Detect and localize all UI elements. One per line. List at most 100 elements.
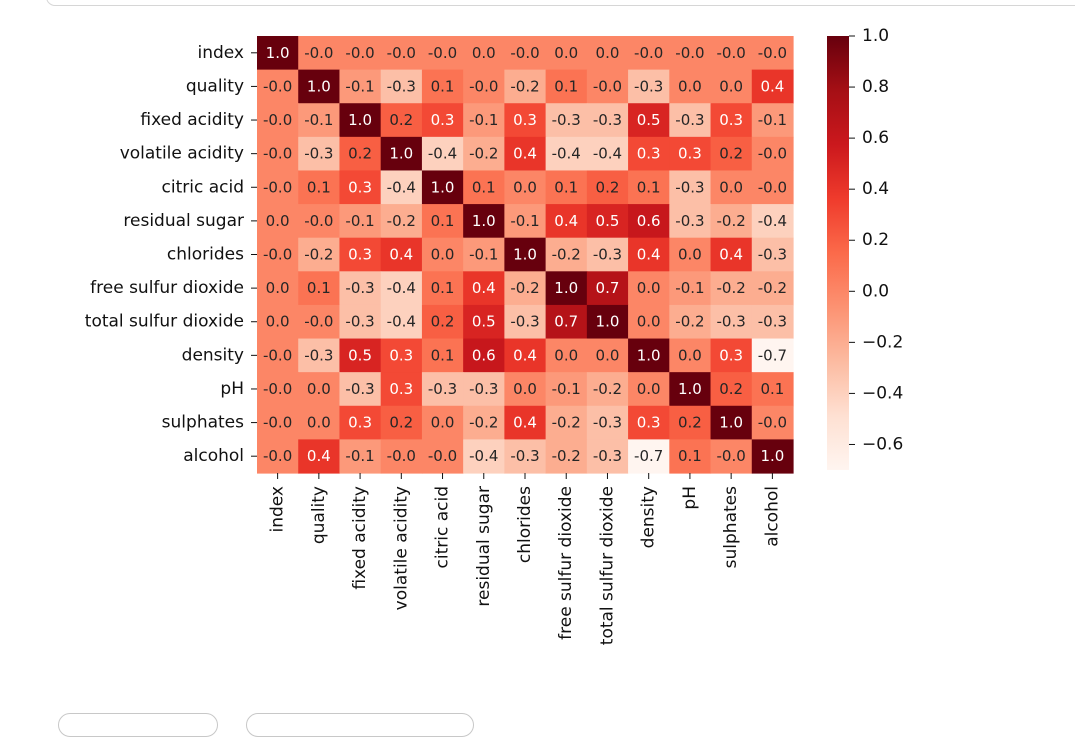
heatmap-cell (710, 372, 753, 407)
heatmap-cell-value: 0.4 (554, 212, 578, 230)
heatmap-cell (586, 204, 629, 239)
heatmap-cell-value: 0.2 (389, 111, 413, 129)
heatmap-cell-value: -0.4 (387, 178, 416, 196)
heatmap-cell (463, 271, 505, 306)
heatmap-cell (257, 36, 299, 71)
heatmap-cell (421, 170, 464, 205)
heatmap-cell-value: 0.3 (719, 111, 743, 129)
y-tick-label: chlorides (167, 245, 244, 265)
heatmap-cell (504, 372, 547, 407)
heatmap-cell (751, 237, 794, 272)
heatmap-cells: 1.0 -0.0 -0.0 -0.0 -0.0 0.0 -0.0 0.0 0.0 -0.0 -0.0… (257, 36, 794, 474)
y-tick-label: sulphates (162, 413, 244, 433)
heatmap-cell (421, 372, 464, 407)
heatmap-cell (339, 271, 382, 306)
colorbar-tick-label: −0.6 (862, 434, 903, 454)
heatmap-cell (669, 304, 712, 340)
heatmap-cell-value: 0.2 (678, 414, 702, 432)
cell-action-button[interactable] (58, 713, 218, 737)
heatmap-cell (751, 338, 794, 373)
heatmap-cell-value: 0.0 (266, 212, 290, 230)
heatmap-cell-value: 1.0 (637, 346, 661, 364)
heatmap-cell-value: 0.0 (266, 313, 290, 331)
y-tick-label: residual sugar (123, 211, 244, 231)
heatmap-cell (586, 405, 629, 440)
x-tick-label: volatile acidity (391, 486, 411, 610)
heatmap-cell (751, 103, 794, 138)
heatmap-cell-value: 1.0 (348, 111, 372, 129)
heatmap-cell (298, 36, 341, 71)
heatmap-cell-value: 0.0 (678, 246, 702, 264)
heatmap-cell-value: -0.2 (552, 414, 581, 432)
y-tick-label: volatile acidity (120, 144, 244, 164)
colorbar-tick-label: −0.4 (862, 383, 903, 403)
heatmap-cell-value: -0.3 (345, 279, 374, 297)
colorbar-tick-label: 0.2 (862, 230, 889, 250)
heatmap-cell (421, 69, 464, 104)
cell-action-button[interactable] (246, 713, 474, 737)
heatmap-cell-value: -0.3 (428, 380, 457, 398)
heatmap-cell-value: -0.0 (304, 212, 333, 230)
heatmap-cell-value: 0.3 (389, 346, 413, 364)
heatmap-cell-value: -0.4 (387, 313, 416, 331)
heatmap-cell (298, 237, 341, 272)
heatmap-cell (257, 69, 299, 104)
heatmap-cell (339, 372, 382, 407)
heatmap-cell (628, 439, 670, 474)
heatmap-cell-value: 0.1 (307, 178, 331, 196)
heatmap-cell-value: -0.2 (758, 279, 787, 297)
heatmap-cell (545, 439, 588, 474)
x-tick-label: residual sugar (474, 486, 494, 607)
heatmap-cell-value: 0.4 (637, 246, 661, 264)
heatmap-cell-value: 0.0 (678, 346, 702, 364)
heatmap-cell (421, 136, 464, 172)
heatmap-cell-value: -0.3 (304, 346, 333, 364)
heatmap-cell-value: 0.3 (678, 145, 702, 163)
heatmap-cell-value: -0.3 (345, 313, 374, 331)
heatmap-cell-value: 0.2 (389, 414, 413, 432)
heatmap-cell (339, 237, 382, 272)
heatmap-cell (339, 170, 382, 205)
heatmap-cell-value: -0.0 (345, 44, 374, 62)
heatmap-cell (628, 204, 670, 239)
heatmap-cell (545, 338, 588, 373)
heatmap-cell (628, 237, 670, 272)
heatmap-cell (669, 405, 712, 440)
x-tick-label: alcohol (762, 486, 782, 547)
heatmap-cell-value: -0.1 (552, 380, 581, 398)
heatmap-cell-value: 0.0 (554, 346, 578, 364)
heatmap-cell (628, 103, 670, 138)
heatmap-cell-value: 0.4 (307, 447, 331, 465)
heatmap-cell (628, 338, 670, 373)
heatmap-cell-value: -0.3 (758, 313, 787, 331)
heatmap-cell-value: 0.1 (431, 212, 455, 230)
heatmap-cell (710, 271, 753, 306)
heatmap-cell (751, 170, 794, 205)
heatmap-cell (463, 204, 505, 239)
heatmap-cell-value: -0.2 (717, 212, 746, 230)
heatmap-cell (463, 103, 505, 138)
heatmap-cell (257, 372, 299, 407)
heatmap-cell-value: 0.3 (637, 145, 661, 163)
heatmap-cell-value: -0.1 (469, 111, 498, 129)
heatmap-cell (380, 103, 423, 138)
heatmap-cell-value: 0.0 (678, 77, 702, 95)
heatmap-cell (628, 372, 670, 407)
heatmap-cell (463, 405, 505, 440)
heatmap-cell (380, 304, 423, 340)
heatmap-cell (463, 304, 505, 340)
heatmap-cell (669, 69, 712, 104)
heatmap-cell-value: 0.1 (431, 77, 455, 95)
heatmap-cell (421, 439, 464, 474)
heatmap-cell-value: 0.0 (719, 77, 743, 95)
heatmap-cell-value: 0.4 (719, 246, 743, 264)
heatmap-cell-value: -0.3 (510, 313, 539, 331)
heatmap-cell (463, 439, 505, 474)
heatmap-cell (421, 304, 464, 340)
heatmap-cell (380, 439, 423, 474)
colorbar-tick-label: 0.8 (862, 77, 889, 97)
heatmap-cell (504, 271, 547, 306)
heatmap-cell-value: -0.0 (469, 77, 498, 95)
heatmap-cell-value: 0.4 (389, 246, 413, 264)
heatmap-cell-value: -0.3 (304, 145, 333, 163)
